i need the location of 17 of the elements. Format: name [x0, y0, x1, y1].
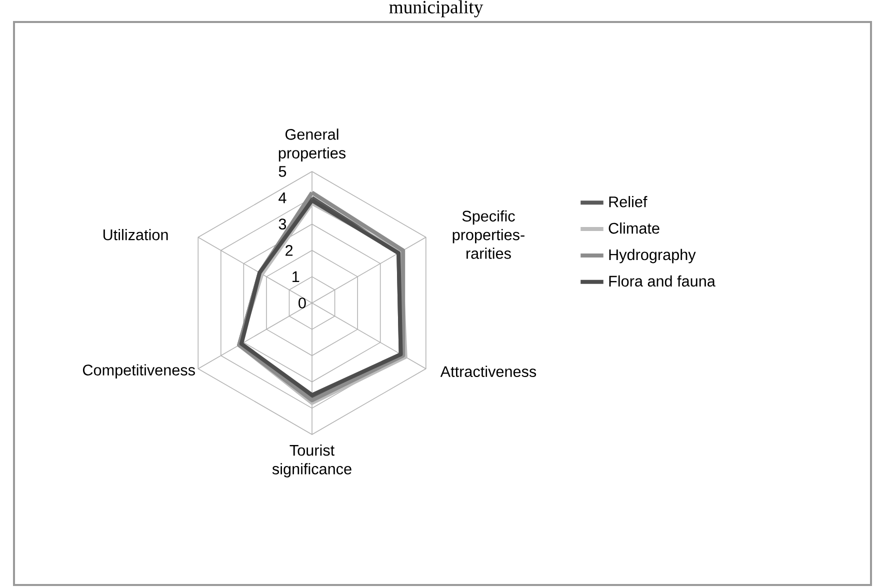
legend-label: Climate: [608, 222, 660, 234]
spoke-label: Competitiveness: [82, 364, 195, 379]
y-tick-label: 5: [278, 166, 286, 177]
spoke-label: Utilization: [103, 228, 168, 240]
spoke-label: Tourist significance: [272, 444, 352, 478]
spoke-label: Attractiveness: [440, 366, 536, 378]
legend-label: Hydrography: [609, 248, 696, 264]
chart-title: municipality: [389, 0, 484, 18]
spoke-label: Specific properties-rarities: [452, 210, 524, 259]
y-tick-label: 4: [278, 192, 286, 204]
spoke-label: General properties: [278, 128, 346, 162]
legend-label: Relief: [609, 196, 648, 208]
legend-label: Flora and fauna: [609, 275, 716, 287]
y-tick-label: 3: [278, 218, 286, 230]
y-tick-label: 1: [292, 271, 300, 282]
y-tick-label: 0: [298, 298, 306, 308]
y-tick-label: 2: [286, 245, 293, 256]
